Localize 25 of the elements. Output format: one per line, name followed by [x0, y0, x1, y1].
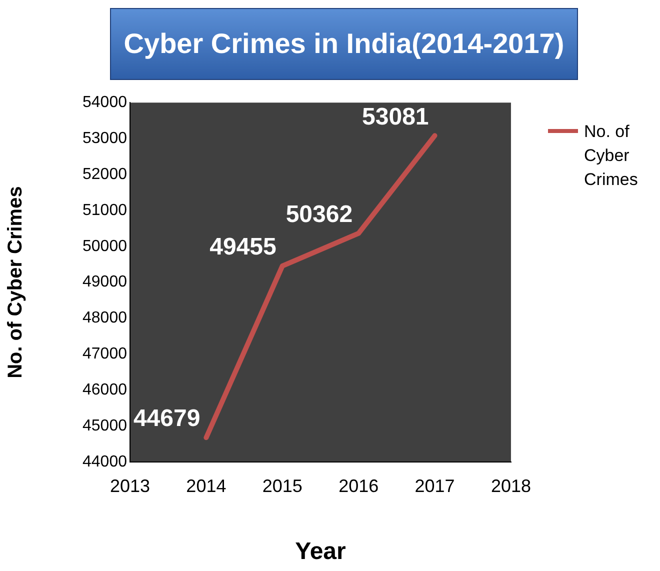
y-tick-label: 45000 — [82, 417, 128, 434]
x-tick-label: 2013 — [110, 476, 150, 496]
x-axis-title: Year — [295, 538, 346, 566]
chart-title: Cyber Crimes in India(2014-2017) — [124, 28, 564, 60]
x-tick-label: 2015 — [262, 476, 302, 496]
data-label: 53081 — [362, 103, 429, 130]
x-tick-label: 2016 — [338, 476, 379, 496]
y-tick-label: 51000 — [82, 202, 128, 219]
y-tick-label: 50000 — [82, 238, 128, 255]
data-label: 44679 — [133, 405, 200, 432]
x-tick-label: 2018 — [490, 476, 531, 496]
y-axis-title: No. of Cyber Crimes — [4, 186, 27, 378]
y-tick-label: 54000 — [82, 94, 128, 112]
data-label: 50362 — [286, 200, 353, 228]
y-tick-label: 44000 — [82, 453, 128, 470]
x-tick-label: 2017 — [414, 476, 455, 496]
y-tick-label: 46000 — [82, 382, 128, 399]
y-tick-label: 53000 — [82, 130, 128, 147]
data-label: 49455 — [210, 234, 276, 261]
y-tick-label: 49000 — [82, 274, 128, 291]
legend-label: No. of Cyber Crimes — [584, 121, 639, 191]
y-tick-label: 47000 — [82, 346, 128, 363]
y-tick-label: 48000 — [82, 310, 128, 327]
y-tick-label: 52000 — [82, 166, 128, 183]
x-tick-label: 2014 — [186, 476, 226, 496]
